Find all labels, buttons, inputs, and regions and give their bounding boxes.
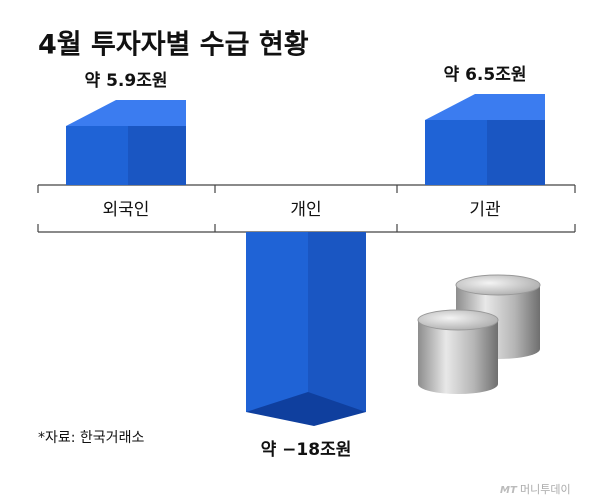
- bar-side: [128, 126, 186, 185]
- value-label: 약 5.9조원: [85, 70, 168, 91]
- coins-illustration: [417, 274, 541, 394]
- source-note: *자료: 한국거래소: [38, 430, 144, 446]
- bar-top: [66, 100, 186, 126]
- bar-top: [425, 94, 545, 120]
- bar-bottom: [246, 392, 366, 426]
- watermark-logo: MT: [500, 485, 518, 496]
- watermark: 머니투데이: [520, 483, 571, 496]
- x-tick-label: 개인: [290, 200, 321, 220]
- chart-title: 4월 투자자별 수급 현황: [38, 30, 309, 61]
- bar-side: [308, 232, 366, 412]
- bar: [66, 126, 128, 185]
- bar: [246, 232, 308, 412]
- bar-side: [487, 120, 545, 185]
- value-label: 약 6.5조원: [444, 64, 527, 85]
- value-label: 약 −18조원: [261, 439, 352, 460]
- bar: [425, 120, 487, 185]
- x-tick-label: 외국인: [103, 200, 150, 220]
- coin-top: [417, 309, 499, 331]
- coin-top: [455, 274, 541, 296]
- x-tick-label: 기관: [469, 200, 500, 220]
